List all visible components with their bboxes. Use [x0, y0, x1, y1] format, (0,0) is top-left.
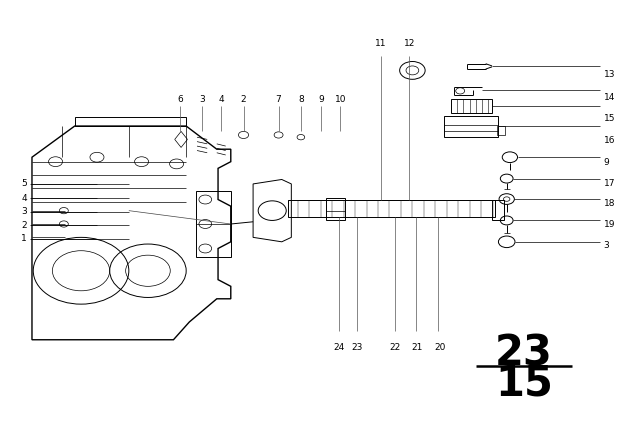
Text: 17: 17 [604, 180, 615, 189]
Text: 23: 23 [495, 332, 553, 374]
Bar [196, 190, 231, 258]
Bar [492, 199, 504, 220]
Text: 22: 22 [390, 343, 401, 352]
Text: 18: 18 [604, 199, 615, 208]
Text: 15: 15 [495, 362, 553, 405]
Text: 4: 4 [218, 95, 224, 104]
Text: 12: 12 [404, 39, 415, 48]
Text: 14: 14 [604, 93, 615, 102]
Text: 3: 3 [199, 95, 205, 104]
Text: 23: 23 [351, 343, 363, 352]
Text: 10: 10 [335, 95, 346, 104]
Text: 19: 19 [604, 220, 615, 229]
Text: 3: 3 [604, 241, 609, 250]
Text: 4: 4 [21, 194, 27, 202]
Text: 20: 20 [434, 343, 445, 352]
Text: 3: 3 [21, 207, 27, 216]
Bar [451, 99, 492, 113]
Text: 9: 9 [318, 95, 324, 104]
Text: 24: 24 [333, 343, 345, 352]
Text: 16: 16 [604, 136, 615, 145]
Text: 8: 8 [298, 95, 304, 104]
Text: 11: 11 [375, 39, 387, 48]
Text: 2: 2 [241, 95, 246, 104]
Text: 21: 21 [412, 343, 423, 352]
Text: 15: 15 [604, 114, 615, 123]
Bar [326, 198, 346, 220]
Text: 13: 13 [604, 70, 615, 79]
Bar [497, 126, 505, 135]
Bar [444, 116, 499, 137]
Text: 1: 1 [21, 234, 27, 243]
Bar [288, 199, 495, 217]
Text: 7: 7 [276, 95, 282, 104]
Text: 6: 6 [177, 95, 182, 104]
Text: 9: 9 [604, 158, 609, 167]
Text: 5: 5 [21, 180, 27, 189]
Text: 2: 2 [21, 221, 27, 230]
